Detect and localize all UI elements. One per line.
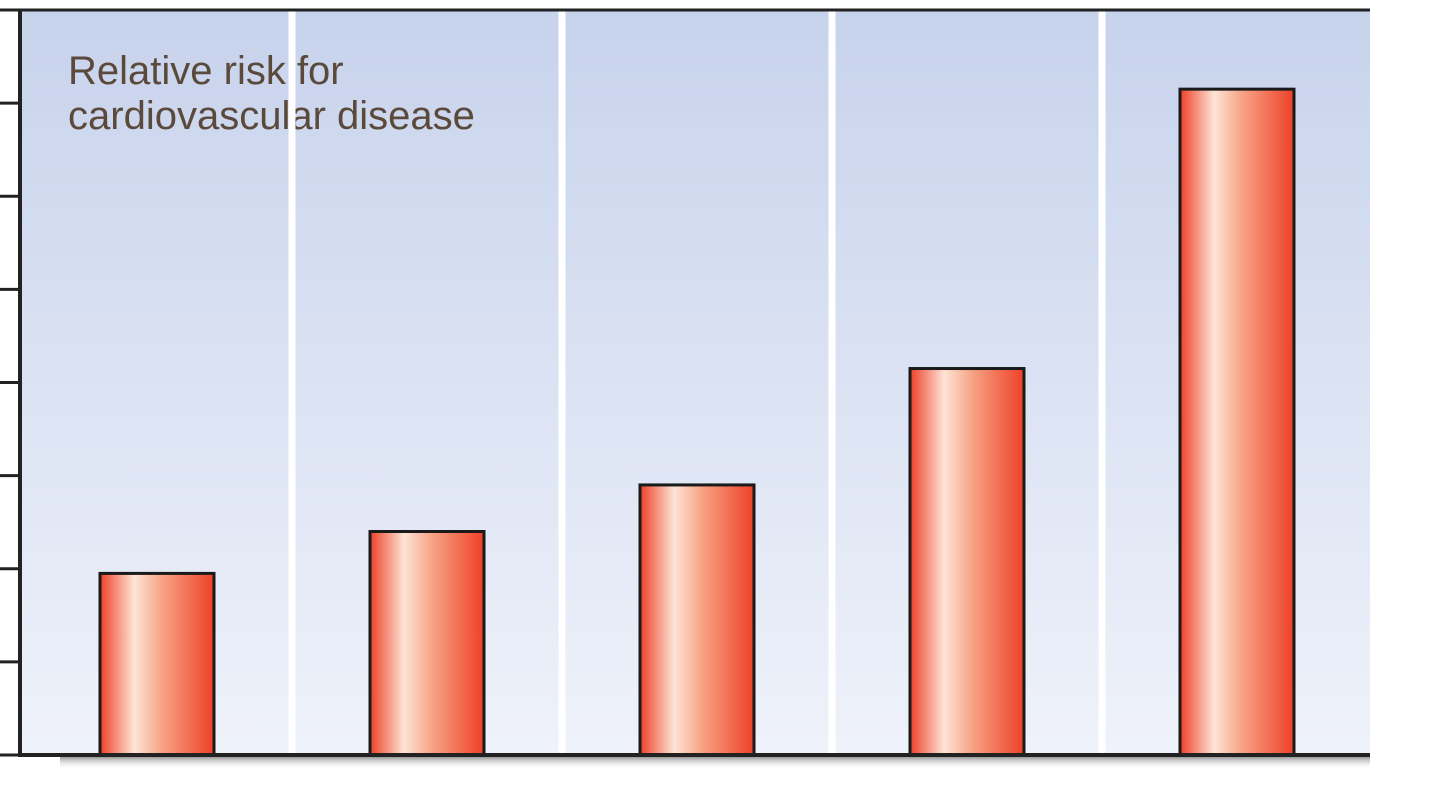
bar (368, 530, 486, 757)
axis-shadow (60, 757, 1370, 769)
bar (1178, 87, 1296, 757)
bar (908, 367, 1026, 757)
bar (638, 483, 756, 757)
chart-title: Relative risk for (68, 49, 344, 93)
chart-title: cardiovascular disease (68, 94, 475, 138)
bar (98, 571, 216, 757)
